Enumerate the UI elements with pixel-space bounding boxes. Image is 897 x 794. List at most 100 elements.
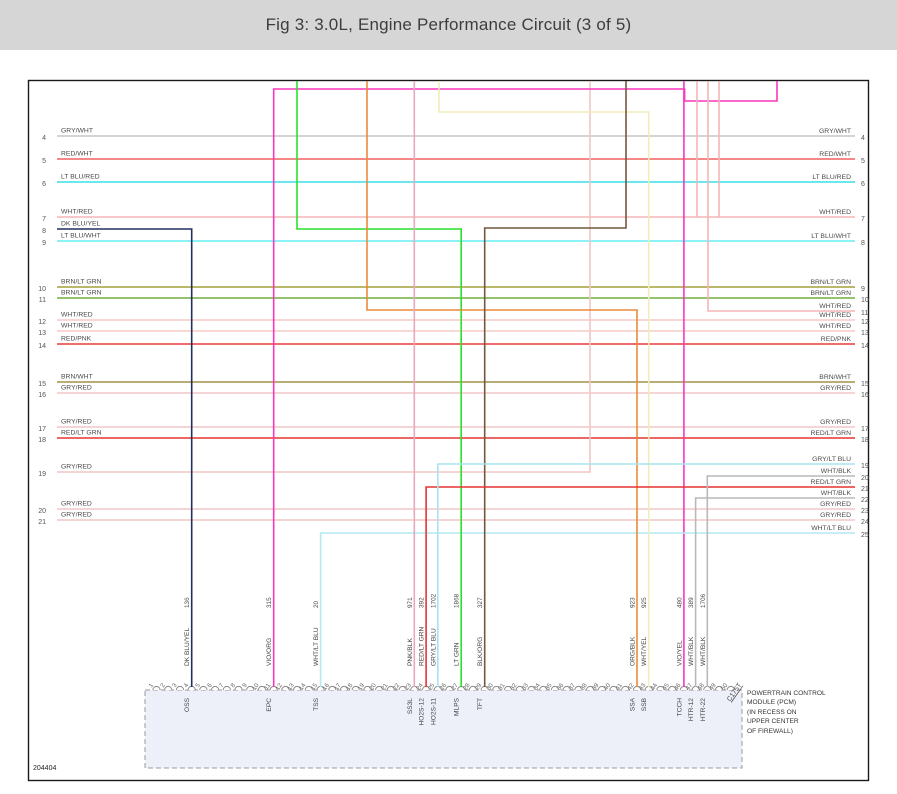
right-wire-label: RED/LT GRN <box>810 430 851 437</box>
circuit-number-ho2s-12: 392 <box>419 597 426 608</box>
signal-label-htr-12: HTR-12 <box>688 698 695 721</box>
wire-color-label-ho2s-12: RED/LT GRN <box>419 626 426 666</box>
connector-pin-bump <box>492 685 501 691</box>
wire-tss-wht-lt-blu <box>319 532 855 687</box>
wire-color-label-ho2s-11: GRY/LT BLU <box>430 628 437 666</box>
signal-label-ssa: SSA <box>630 697 637 711</box>
right-wire-label: GRY/RED <box>820 385 851 392</box>
wire-color-label-oss: DK BLU/YEL <box>184 628 191 666</box>
signal-label-htr-22: HTR-22 <box>700 698 707 721</box>
left-pin-number: 5 <box>42 158 46 165</box>
connector-pin-number: 33 <box>520 682 530 692</box>
connector-pin-number: 13 <box>286 682 296 692</box>
circuit-number-htr-22: 1706 <box>700 593 707 608</box>
right-wire-label: BRN/LT GRN <box>810 279 851 286</box>
wire-tft-blk-org <box>483 81 627 687</box>
right-wire-label: WHT/RED <box>819 312 851 319</box>
connector-pin-bump <box>222 685 231 691</box>
left-pin-number: 21 <box>38 519 46 526</box>
pcm-note-line: UPPER CENTER <box>747 718 799 726</box>
connector-pin-number: 25 <box>427 682 437 692</box>
connector-pin-bump <box>574 685 583 691</box>
connector-pin-bump <box>656 685 665 691</box>
connector-pin-bump <box>609 685 618 691</box>
connector-pin-number: 45 <box>661 682 671 692</box>
connector-pin-number: 39 <box>591 682 601 692</box>
diagram-border <box>27 79 870 782</box>
connector-pin-bump <box>726 685 735 691</box>
connector-pin-bump <box>562 685 571 691</box>
left-wire-label: GRY/RED <box>61 385 92 392</box>
connector-pin-bump <box>668 685 677 691</box>
circuit-number-tss: 20 <box>313 600 320 608</box>
right-wire-label: WHT/RED <box>819 323 851 330</box>
signal-label-oss: OSS <box>184 697 191 712</box>
connector-pin-number: 21 <box>380 682 390 692</box>
left-pin-number: 10 <box>38 286 46 293</box>
right-wire-label: WHT/RED <box>819 209 851 216</box>
connector-pin-number: 28 <box>462 682 472 692</box>
right-pin-number: 6 <box>861 181 865 188</box>
right-wire-label: GRY/RED <box>820 419 851 426</box>
connector-pin-bump <box>339 685 349 691</box>
right-wire-label: RED/WHT <box>819 151 851 158</box>
right-wire-label: WHT/LT BLU <box>811 525 851 532</box>
connector-pin-number: 5 <box>194 682 202 689</box>
connector-pin-bump <box>550 685 560 691</box>
connector-pin-number: 8 <box>229 682 237 689</box>
left-pin-number: 7 <box>42 216 46 223</box>
connector-pin-number: 27 <box>450 682 460 692</box>
connector-pin-number: 35 <box>544 682 554 692</box>
circuit-number-tft: 327 <box>477 597 484 608</box>
connector-pin-bump <box>246 685 255 691</box>
connector-pin-bump <box>621 685 630 691</box>
left-pin-number: 18 <box>38 437 46 444</box>
left-wire-label: BRN/WHT <box>61 374 93 381</box>
connector-pin-number: 37 <box>567 682 577 692</box>
left-pin-number: 6 <box>42 181 46 188</box>
left-pin-number: 12 <box>38 319 46 326</box>
left-wire-label: GRY/RED <box>61 419 92 426</box>
left-wire-label: BRN/LT GRN <box>61 279 102 286</box>
left-wire-label: BRN/LT GRN <box>61 290 102 297</box>
right-wire-label: WHT/BLK <box>821 468 852 475</box>
connector-pin-bump <box>375 685 384 691</box>
connector-pin-number: 44 <box>649 682 659 692</box>
right-wire-label: RED/LT GRN <box>810 479 851 486</box>
connector-pin-bump <box>597 685 606 691</box>
connector-pin-number: 26 <box>438 682 448 692</box>
connector-pin-bump <box>293 685 302 691</box>
wire-mlps-lt-grn <box>296 81 463 687</box>
connector-pin-bump <box>281 685 290 691</box>
wire-color-label-tcch: VIO/YEL <box>676 640 683 666</box>
left-wire-label: RED/PNK <box>61 336 92 343</box>
right-wire-label: BRN/WHT <box>819 374 851 381</box>
left-wire-label: DK BLU/YEL <box>61 221 101 228</box>
pcm-note-line: OF FIREWALL) <box>747 727 793 735</box>
left-wire-label: GRY/WHT <box>61 128 93 135</box>
connector-pin-number: 36 <box>556 682 566 692</box>
connector-pin-number: 6 <box>206 682 214 689</box>
signal-label-ss3l: SS3L <box>407 698 414 714</box>
wire-color-label-ssa: ORG/BLK <box>630 636 637 666</box>
connector-pin-number: 19 <box>356 682 366 692</box>
connector-pin-bump <box>152 685 161 691</box>
right-wire-label: LT BLU/RED <box>812 174 851 181</box>
right-pin-number: 22 <box>861 497 869 504</box>
circuit-number-ssb: 925 <box>641 597 648 608</box>
connector-pin-number: 38 <box>579 682 589 692</box>
pcm-note-line: MODULE (PCM) <box>747 699 797 707</box>
right-pin-number: 15 <box>861 381 869 388</box>
signal-label-tft: TFT <box>477 698 484 710</box>
right-pin-number: 17 <box>861 426 869 433</box>
connector-pin-number: 15 <box>310 682 320 692</box>
connector-pin-number: 9 <box>241 682 249 689</box>
page-title: Fig 3: 3.0L, Engine Performance Circuit … <box>265 15 632 34</box>
right-wire-label: GRY/RED <box>820 501 851 508</box>
left-pin-number: 9 <box>42 240 46 247</box>
right-pin-number: 7 <box>861 216 865 223</box>
wire-htr12-wht-blk <box>694 497 855 687</box>
pcm-note-line: (IN RECESS ON <box>747 708 797 716</box>
connector-pin-number: 17 <box>333 682 343 692</box>
